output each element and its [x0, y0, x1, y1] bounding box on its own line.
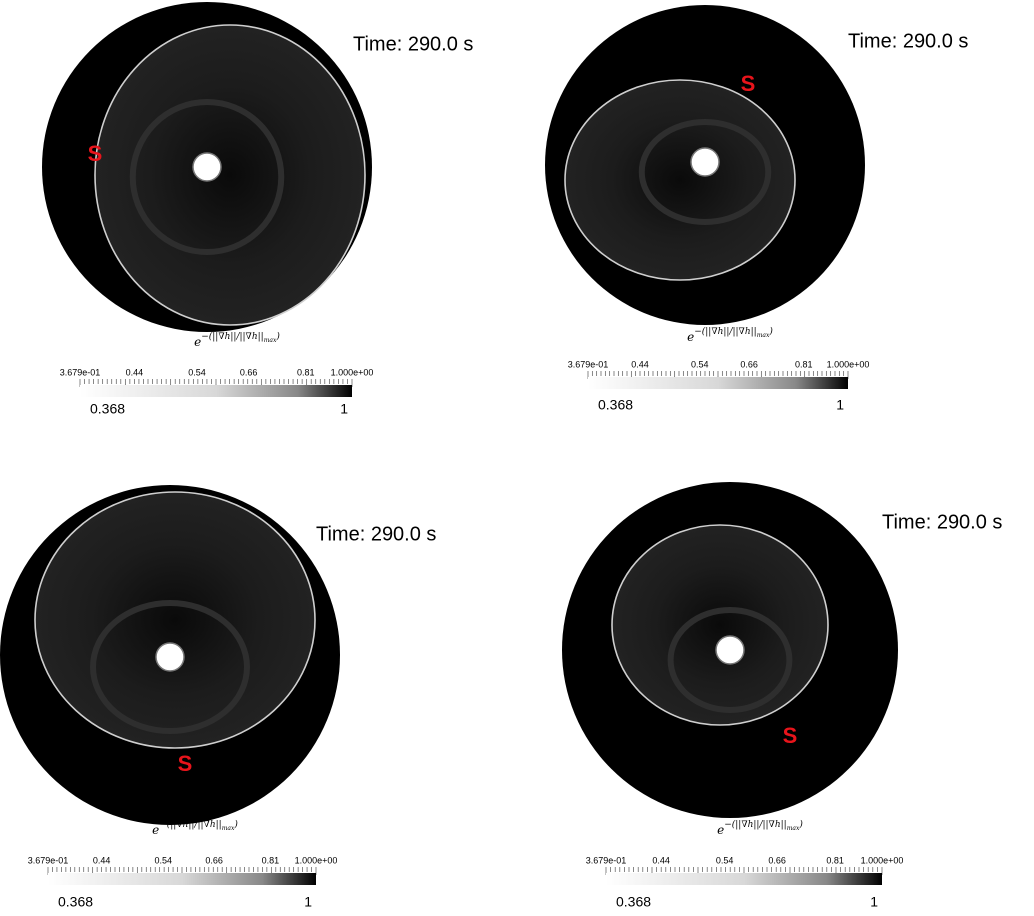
colorbar-tick-label: 0.81	[826, 855, 844, 865]
colorbar-tick-label: 0.66	[240, 367, 258, 377]
colorbar	[80, 385, 352, 397]
colorbar-tick-label: 3.679e-01	[28, 855, 69, 865]
formula-close: )	[798, 819, 803, 830]
formula-subscript: max	[757, 332, 770, 339]
colorbar-title: e−(||∇h||/||∇h||max)	[194, 331, 280, 349]
colorbar-tick-label: 3.679e-01	[568, 359, 609, 369]
figure: Time: 290.0 sSe−(||∇h||/||∇h||max)3.679e…	[0, 0, 1034, 916]
colorbar-tick-label: 0.44	[93, 855, 111, 865]
center-hole	[156, 643, 184, 671]
colorbar-title: e−(||∇h||/||∇h||max)	[717, 819, 803, 837]
colorbar-tick-label: 0.54	[154, 855, 172, 865]
wave-region	[612, 525, 828, 725]
colorbar-tick-label: 0.66	[205, 855, 223, 865]
formula-exponent: −(||∇h||/||∇h||	[694, 326, 757, 337]
shock-marker: S	[783, 723, 798, 748]
formula-close: )	[768, 326, 773, 337]
colorbar	[606, 873, 882, 885]
colorbar-tick-label: 0.81	[297, 367, 315, 377]
shock-marker: S	[178, 751, 193, 776]
center-hole	[716, 636, 744, 664]
time-label: Time: 290.0 s	[316, 523, 436, 545]
colorbar-tick-label: 3.679e-01	[60, 367, 101, 377]
colorbar-tick-label: 1.000e+00	[295, 855, 338, 865]
colorbar-tick-label: 0.44	[126, 367, 144, 377]
colorbar-title: e−(||∇h||/||∇h||max)	[687, 326, 773, 344]
shock-marker: S	[741, 71, 756, 96]
formula-exponent: −(||∇h||/||∇h||	[201, 331, 264, 342]
formula-exponent: −(||∇h||/||∇h||	[724, 819, 787, 830]
colorbar-max-label: 1	[870, 894, 878, 910]
colorbar-max-label: 1	[304, 894, 312, 910]
panel: Time: 290.0 s Se−(||∇h||/||∇h||max) 3.679e…	[562, 482, 1002, 910]
formula-subscript: max	[222, 825, 235, 832]
colorbar-max-label: 1	[836, 397, 844, 413]
center-hole	[193, 153, 221, 181]
colorbar-tick-label: 0.66	[740, 359, 758, 369]
panel: Time: 290.0 s Se−(||∇h||/||∇h||max) 3.679e…	[0, 485, 436, 910]
colorbar-tick-label: 0.44	[631, 359, 649, 369]
formula-base: e	[717, 823, 724, 837]
wave-region	[35, 492, 315, 748]
formula-exponent: −(||∇h||/||∇h||	[159, 819, 222, 830]
colorbar-tick-label: 1.000e+00	[331, 367, 374, 377]
colorbar-max-label: 1	[340, 401, 348, 417]
colorbar-title: e−(||∇h||/||∇h||max)	[152, 819, 238, 837]
formula-base: e	[194, 335, 201, 349]
colorbar-min-label: 0.368	[90, 401, 125, 417]
colorbar-min-label: 0.368	[598, 397, 633, 413]
time-label: Time: 290.0 s	[353, 33, 473, 55]
panel: Time: 290.0 s Se−(||∇h||/||∇h||max) 3.679e…	[42, 2, 473, 417]
colorbar-tick-label: 0.81	[795, 359, 813, 369]
colorbar-tick-label: 1.000e+00	[827, 359, 870, 369]
shock-marker: S	[88, 141, 103, 166]
colorbar-min-label: 0.368	[616, 894, 651, 910]
colorbar-tick-label: 0.54	[188, 367, 206, 377]
colorbar-tick-label: 0.81	[262, 855, 280, 865]
time-label: Time: 290.0 s	[882, 511, 1002, 533]
formula-close: )	[233, 819, 238, 830]
colorbar-tick-label: 0.66	[768, 855, 786, 865]
formula-close: )	[275, 331, 280, 342]
colorbar-min-label: 0.368	[58, 894, 93, 910]
formula-subscript: max	[787, 825, 800, 832]
formula-subscript: max	[264, 337, 277, 344]
colorbar	[588, 377, 848, 389]
formula-base: e	[687, 330, 694, 344]
colorbar-tick-label: 0.54	[691, 359, 709, 369]
wave-region	[565, 80, 795, 280]
panel: Time: 290.0 s Se−(||∇h||/||∇h||max) 3.679e…	[545, 5, 968, 413]
formula-base: e	[152, 823, 159, 837]
colorbar-tick-label: 1.000e+00	[861, 855, 904, 865]
colorbar	[48, 873, 316, 885]
time-label: Time: 290.0 s	[848, 30, 968, 52]
colorbar-tick-label: 0.44	[652, 855, 670, 865]
colorbar-tick-label: 3.679e-01	[586, 855, 627, 865]
center-hole	[691, 148, 719, 176]
colorbar-tick-label: 0.54	[716, 855, 734, 865]
